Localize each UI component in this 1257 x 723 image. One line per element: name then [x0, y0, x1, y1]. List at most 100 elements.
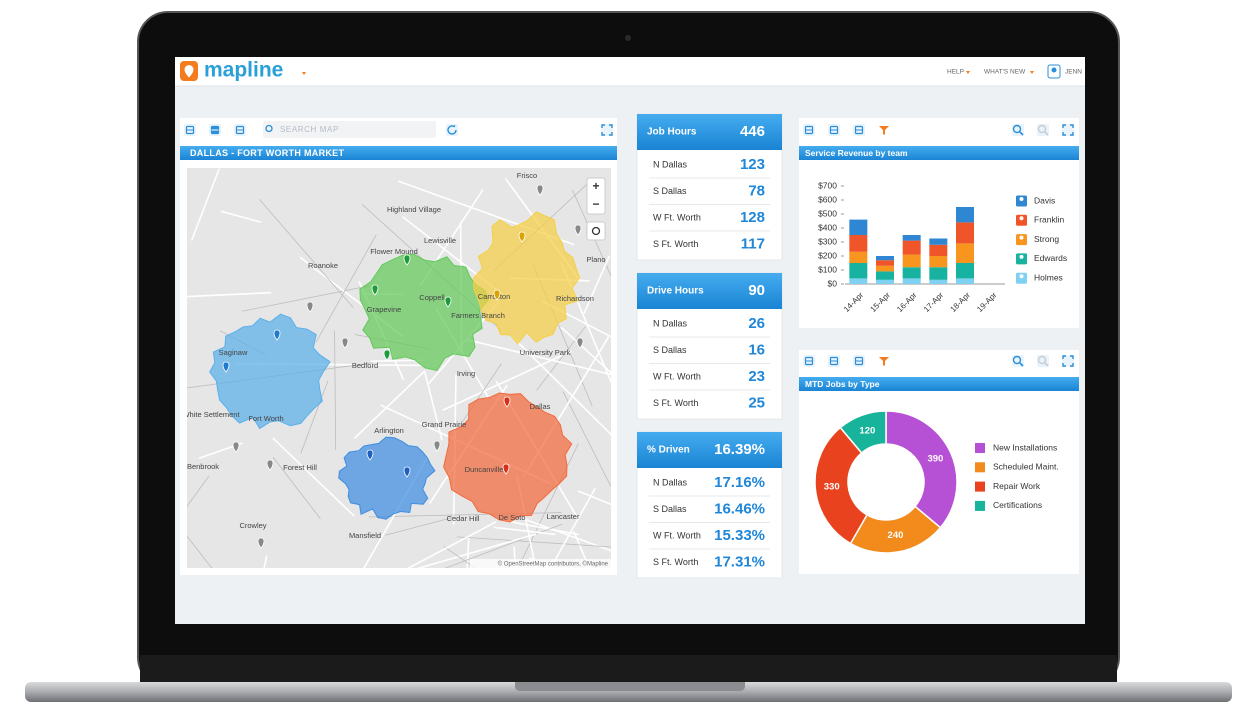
- nav-caret: [1030, 71, 1034, 74]
- bar-segment[interactable]: [929, 267, 948, 280]
- territory[interactable]: [359, 253, 489, 371]
- map-pin[interactable]: [222, 361, 230, 373]
- map-pin[interactable]: [366, 449, 374, 461]
- bar-segment[interactable]: [849, 278, 868, 284]
- map-road: [457, 363, 502, 429]
- camera: [625, 35, 631, 41]
- user-icon[interactable]: [1047, 64, 1061, 79]
- map-road: [259, 198, 354, 308]
- donut-slice[interactable]: [814, 426, 869, 545]
- bar-segment[interactable]: [902, 278, 921, 284]
- bar-segment[interactable]: [876, 271, 894, 280]
- map-pin[interactable]: [503, 396, 511, 408]
- map-pin[interactable]: [493, 289, 501, 301]
- search-placeholder[interactable]: SEARCH MAP: [280, 125, 339, 134]
- nav-whats-new[interactable]: WHAT'S NEW: [984, 69, 1026, 76]
- locate-button[interactable]: [586, 221, 606, 241]
- bar-segment[interactable]: [902, 240, 921, 255]
- bar-segment[interactable]: [956, 278, 974, 284]
- jobs-title-bar: [799, 377, 1079, 391]
- fullscreen-icon: [1062, 355, 1074, 367]
- bar-segment[interactable]: [929, 244, 948, 256]
- slice-label: 240: [888, 530, 904, 541]
- bar-segment[interactable]: [929, 279, 948, 284]
- map-pin[interactable]: [257, 537, 265, 549]
- map-pin[interactable]: [518, 231, 526, 243]
- bar-segment[interactable]: [849, 251, 868, 263]
- zoom-in[interactable]: +: [592, 179, 599, 193]
- map-road: [536, 326, 586, 391]
- map-place-label: University Park: [520, 348, 571, 357]
- map-pin[interactable]: [433, 440, 441, 452]
- kpi-row-label: S Dallas: [653, 186, 687, 196]
- bar-segment[interactable]: [849, 219, 868, 235]
- legend-label[interactable]: Davis: [1034, 195, 1055, 205]
- search-icon: [265, 124, 273, 133]
- bar-segment[interactable]: [902, 235, 921, 241]
- map-pin[interactable]: [341, 337, 349, 349]
- bar-segment[interactable]: [902, 267, 921, 279]
- map[interactable]: Frisco Highland Village Lewisville Flower M…: [72, 168, 696, 701]
- legend-label[interactable]: Repair Work: [993, 481, 1041, 491]
- bar-segment[interactable]: [876, 265, 894, 272]
- bar-segment[interactable]: [929, 256, 948, 268]
- map-pin[interactable]: [574, 224, 582, 236]
- territory[interactable]: [209, 313, 331, 430]
- toolbar-button[interactable]: [601, 124, 613, 136]
- logo-text[interactable]: mapline: [204, 59, 283, 82]
- bar-segment[interactable]: [956, 243, 974, 263]
- bar-segment[interactable]: [876, 260, 894, 266]
- zoom-out[interactable]: −: [592, 197, 599, 211]
- legend-label[interactable]: Strong: [1034, 234, 1059, 244]
- bar-segment[interactable]: [956, 263, 974, 279]
- toolbar-button[interactable]: [1062, 355, 1074, 367]
- search-box[interactable]: [263, 121, 436, 138]
- territory[interactable]: [443, 392, 573, 523]
- bar-segment[interactable]: [929, 238, 948, 245]
- map-pin[interactable]: [371, 284, 379, 296]
- map-pin[interactable]: [502, 463, 510, 475]
- kpi-header: [637, 432, 782, 468]
- territory[interactable]: [338, 436, 436, 520]
- bar-segment[interactable]: [849, 235, 868, 252]
- legend-label[interactable]: Edwards: [1034, 253, 1067, 263]
- map-road: [442, 350, 572, 411]
- map-place-label: Cedar Hill: [447, 514, 480, 523]
- donut-slice[interactable]: [839, 410, 887, 454]
- map-pin[interactable]: [383, 349, 391, 361]
- legend-label[interactable]: Holmes: [1034, 272, 1063, 282]
- legend-label[interactable]: New Installations: [993, 442, 1057, 452]
- map-pin[interactable]: [536, 184, 544, 196]
- user-name[interactable]: JENN: [1065, 69, 1082, 76]
- donut-slice[interactable]: [885, 410, 958, 529]
- legend-label[interactable]: Certifications: [993, 500, 1042, 510]
- y-tick-label: $700: [818, 180, 837, 190]
- map-pin[interactable]: [444, 296, 452, 308]
- map-place-label: Dallas: [530, 402, 551, 411]
- bar-segment[interactable]: [876, 279, 894, 284]
- legend-label[interactable]: Franklin: [1034, 215, 1065, 225]
- nav-help[interactable]: HELP: [947, 69, 964, 76]
- bar-segment[interactable]: [902, 254, 921, 268]
- legend-swatch-head: [1019, 235, 1024, 240]
- bar-segment[interactable]: [849, 263, 868, 279]
- map-pin[interactable]: [266, 459, 274, 471]
- bar-segment[interactable]: [956, 222, 974, 244]
- legend-swatch: [975, 481, 985, 492]
- map-pin[interactable]: [232, 441, 240, 453]
- legend-label[interactable]: Scheduled Maint.: [993, 462, 1059, 472]
- toolbar-button[interactable]: [1062, 124, 1074, 136]
- map-pin[interactable]: [403, 466, 411, 478]
- map-road: [513, 546, 517, 568]
- map-road: [190, 168, 220, 241]
- bar-segment[interactable]: [876, 256, 894, 261]
- zoom-icon: [1044, 131, 1049, 136]
- map-road: [406, 521, 497, 568]
- territory[interactable]: [473, 211, 581, 345]
- bar-segment[interactable]: [956, 207, 974, 223]
- map-pin[interactable]: [576, 337, 584, 349]
- map-pin[interactable]: [306, 301, 314, 313]
- map-pin[interactable]: [403, 254, 411, 266]
- map-pin[interactable]: [273, 329, 281, 341]
